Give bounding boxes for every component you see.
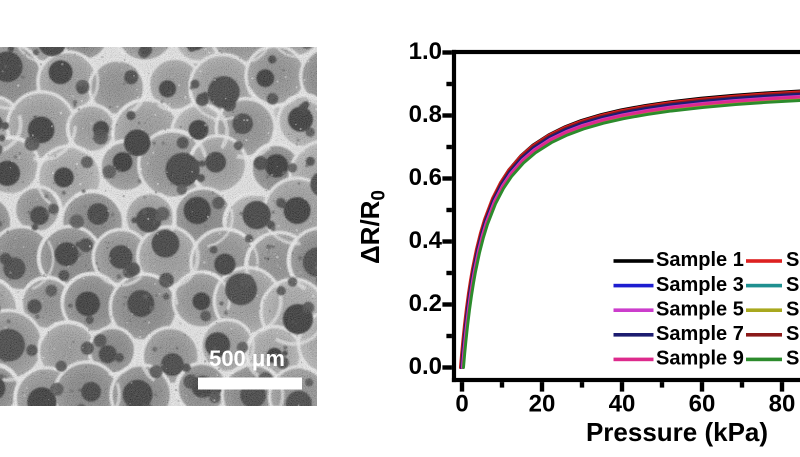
svg-text:0: 0	[455, 391, 468, 418]
svg-text:0.2: 0.2	[409, 290, 442, 317]
svg-text:ΔR/R0: ΔR/R0	[355, 190, 390, 264]
svg-text:0.4: 0.4	[409, 227, 443, 254]
svg-text:0.0: 0.0	[409, 353, 442, 380]
svg-text:40: 40	[609, 391, 636, 418]
svg-text:Sample 1: Sample 1	[656, 249, 744, 271]
svg-text:Sample 7: Sample 7	[656, 323, 744, 345]
svg-text:Sample 5: Sample 5	[656, 298, 744, 320]
svg-text:1.0: 1.0	[409, 38, 442, 65]
svg-text:S: S	[786, 298, 799, 320]
svg-text:80: 80	[769, 391, 796, 418]
svg-text:S: S	[786, 249, 799, 271]
svg-text:0.6: 0.6	[409, 164, 442, 191]
svg-text:0.8: 0.8	[409, 101, 442, 128]
svg-text:Sample 9: Sample 9	[656, 348, 744, 370]
svg-text:20: 20	[529, 391, 556, 418]
svg-text:S: S	[786, 348, 799, 370]
svg-text:Pressure (kPa): Pressure (kPa)	[586, 417, 768, 447]
svg-text:S: S	[786, 274, 799, 296]
svg-text:60: 60	[689, 391, 716, 418]
svg-text:Sample 3: Sample 3	[656, 274, 744, 296]
svg-text:500 μm: 500 μm	[209, 346, 285, 371]
svg-text:S: S	[786, 323, 799, 345]
